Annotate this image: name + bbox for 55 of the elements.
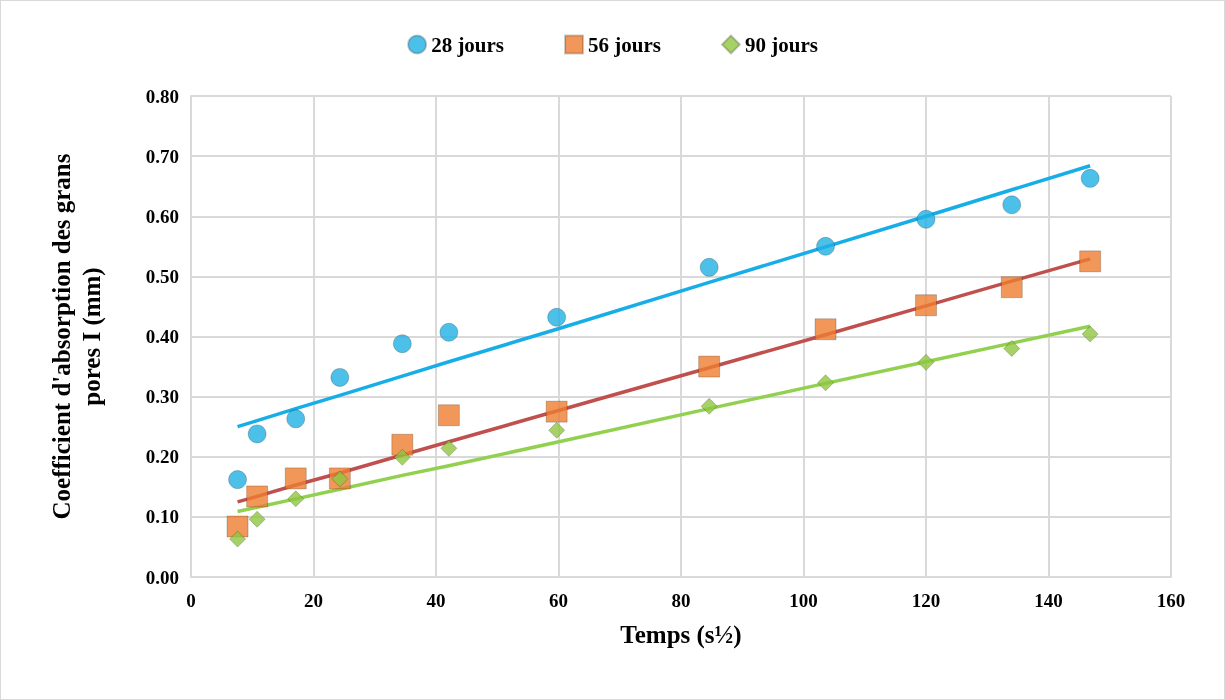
legend-label: 28 jours — [431, 32, 505, 57]
point — [440, 439, 458, 457]
point — [247, 424, 267, 444]
point — [287, 490, 305, 508]
x-tick-label: 40 — [426, 590, 446, 611]
point — [439, 322, 459, 342]
point — [228, 470, 248, 490]
point — [547, 307, 567, 327]
x-tick-label: 120 — [911, 590, 941, 611]
point — [1000, 276, 1023, 299]
point — [1081, 325, 1099, 343]
point — [545, 400, 568, 423]
point — [437, 404, 460, 427]
legend-label: 56 jours — [588, 32, 661, 57]
point — [814, 318, 837, 341]
x-tick-label: 0 — [186, 590, 196, 611]
point — [917, 353, 935, 371]
y-tick-label: 0.10 — [145, 506, 179, 528]
point — [392, 334, 412, 354]
x-tick-label: 160 — [1156, 590, 1186, 611]
y-tick-label: 0.60 — [145, 205, 179, 227]
y-tick-label: 0.80 — [145, 85, 179, 107]
point — [229, 530, 247, 548]
point — [1080, 168, 1100, 188]
point — [916, 209, 936, 229]
point — [698, 355, 721, 378]
point — [1003, 340, 1021, 358]
x-tick-label: 20 — [304, 590, 323, 611]
y-tick-label: 0.00 — [145, 566, 179, 588]
point — [817, 374, 835, 392]
y-tick-label: 0.20 — [145, 446, 179, 468]
point — [700, 397, 718, 415]
point — [286, 409, 306, 429]
point — [548, 421, 566, 439]
point — [1002, 195, 1022, 215]
y-tick-label: 0.50 — [145, 265, 179, 287]
point — [246, 485, 269, 508]
x-axis-title: Temps (s½) — [620, 621, 742, 649]
point — [330, 367, 350, 387]
x-tick-label: 60 — [549, 590, 568, 611]
x-tick-label: 140 — [1034, 590, 1063, 611]
x-tick-label: 100 — [789, 590, 818, 611]
legend-label: 90 jours — [744, 32, 818, 57]
point — [816, 236, 836, 256]
point — [915, 294, 937, 317]
point — [248, 510, 266, 528]
point — [699, 257, 719, 277]
point — [393, 448, 411, 466]
y-tick-label: 0.70 — [145, 145, 179, 167]
y-axis-title: Coefficient d'absorption des grans pores I (mm) — [47, 153, 106, 520]
point — [1079, 250, 1102, 273]
y-tick-label: 0.40 — [145, 326, 179, 347]
x-tick-label: 80 — [671, 590, 691, 611]
y-tick-label: 0.30 — [145, 386, 179, 408]
point — [284, 467, 307, 490]
